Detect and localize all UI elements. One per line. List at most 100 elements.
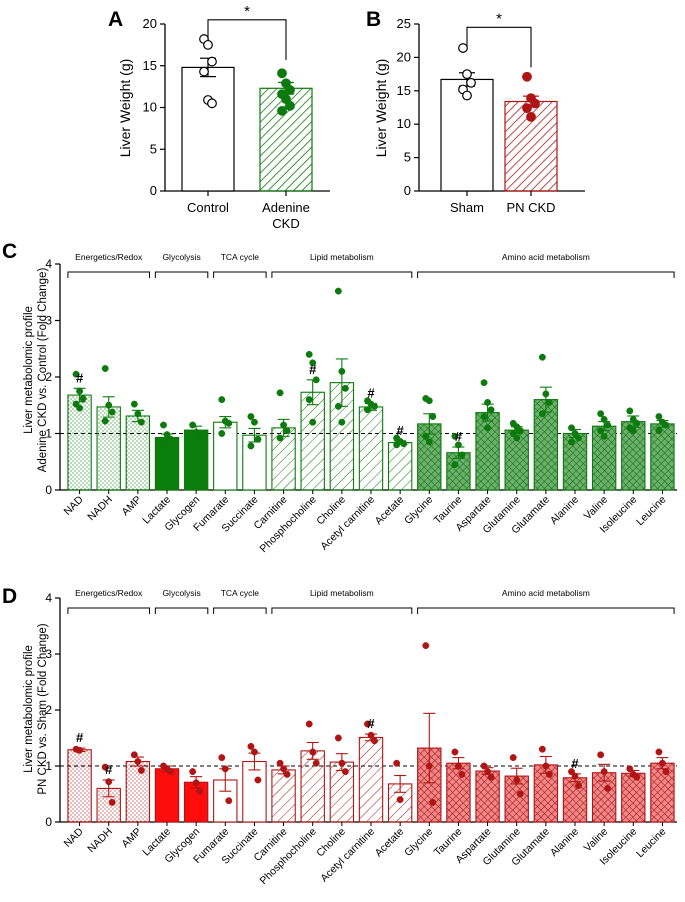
significance-hash: # xyxy=(309,362,317,377)
data-point xyxy=(280,765,288,773)
data-point xyxy=(283,770,291,778)
data-point xyxy=(101,417,109,425)
data-point xyxy=(309,748,317,756)
data-point xyxy=(600,415,608,423)
data-point xyxy=(425,438,433,446)
data-point xyxy=(451,432,459,440)
data-point xyxy=(338,367,346,375)
y-axis-label: Liver Weight (g) xyxy=(373,59,389,158)
bar-amp xyxy=(125,760,151,823)
bar-phosphocholine xyxy=(300,750,325,823)
data-point xyxy=(371,737,378,745)
data-point xyxy=(633,419,641,427)
data-point xyxy=(462,69,472,79)
data-point xyxy=(575,434,582,442)
significance-hash: # xyxy=(397,423,405,438)
y-axis-label: PN CKD vs. Sham (Fold Change) xyxy=(37,623,49,794)
data-point xyxy=(466,77,476,88)
y-tick-label: 15 xyxy=(143,58,157,73)
data-point xyxy=(309,418,317,426)
data-point xyxy=(597,410,605,418)
data-point xyxy=(526,111,536,122)
data-point xyxy=(451,748,459,756)
data-point xyxy=(655,427,663,435)
bar-fumarate xyxy=(213,421,238,491)
data-point xyxy=(480,413,488,420)
data-point xyxy=(207,98,217,109)
data-point xyxy=(167,435,174,443)
data-point xyxy=(458,43,468,53)
data-point xyxy=(658,759,666,767)
data-point xyxy=(626,765,634,773)
bar-acetate xyxy=(387,441,413,491)
data-point xyxy=(545,398,553,406)
data-point xyxy=(101,365,109,372)
panel-letter: C xyxy=(2,240,17,263)
data-point xyxy=(134,758,142,765)
y-tick-label: 3 xyxy=(45,647,52,661)
data-point xyxy=(542,762,550,770)
data-point xyxy=(364,720,371,728)
data-point xyxy=(597,751,605,759)
y-tick-label: 0 xyxy=(150,183,157,198)
category-label-glycine: Glycine xyxy=(402,826,435,859)
data-point xyxy=(283,427,291,435)
data-point xyxy=(218,754,226,762)
bar-succinate xyxy=(242,434,267,491)
bar-alanine xyxy=(562,777,588,823)
bar-carnitine xyxy=(271,427,296,491)
group-bracket-amino-acid-metabolism xyxy=(417,607,675,614)
y-tick-label: 0 xyxy=(45,815,52,829)
data-point xyxy=(312,759,320,767)
data-point xyxy=(454,762,462,770)
significance-bracket xyxy=(207,19,287,60)
data-point xyxy=(513,776,521,784)
data-point xyxy=(662,768,670,776)
data-point xyxy=(76,387,84,395)
data-point xyxy=(480,762,488,770)
data-point xyxy=(72,370,80,378)
y-axis-label: Adenine CKD vs. Control (Fold Change) xyxy=(37,268,49,473)
data-point xyxy=(655,413,663,420)
data-point xyxy=(633,773,641,781)
data-point xyxy=(285,100,295,111)
data-point xyxy=(509,754,517,762)
data-point xyxy=(462,90,472,101)
group-bracket-energetics-redox xyxy=(67,607,151,614)
y-tick-label: 4 xyxy=(45,591,52,605)
data-point xyxy=(137,418,145,426)
data-point xyxy=(522,71,532,82)
data-point xyxy=(364,406,371,414)
data-point xyxy=(575,782,582,790)
data-point xyxy=(130,400,138,408)
data-point xyxy=(422,642,430,650)
bar-isoleucine xyxy=(621,772,646,823)
data-point xyxy=(189,768,197,776)
y-tick-label: 25 xyxy=(397,16,411,31)
data-point xyxy=(604,784,612,792)
category-label-acetate: Acetate xyxy=(373,826,407,860)
data-point xyxy=(160,421,167,429)
data-point xyxy=(429,413,437,420)
data-point xyxy=(425,397,433,405)
bar-alanine xyxy=(562,432,588,491)
data-point xyxy=(163,431,171,439)
data-point xyxy=(538,410,546,418)
data-point xyxy=(341,768,349,776)
data-point xyxy=(334,402,342,410)
group-label-lipid-metabolism: Lipid metabolism xyxy=(310,252,374,262)
group-label-energetics-redox: Energetics/Redox xyxy=(75,252,143,262)
data-point xyxy=(487,406,495,414)
data-point xyxy=(334,734,342,742)
y-tick-label: 20 xyxy=(397,49,411,64)
panel-letter: D xyxy=(2,585,17,608)
data-point xyxy=(108,408,116,416)
category-label-nadh: NADH xyxy=(85,494,115,524)
data-point xyxy=(484,424,492,432)
group-label-amino-acid-metabolism: Amino acid metabolism xyxy=(502,252,590,262)
y-tick-label: 10 xyxy=(397,116,411,131)
data-point xyxy=(305,350,313,358)
data-point xyxy=(101,763,109,771)
